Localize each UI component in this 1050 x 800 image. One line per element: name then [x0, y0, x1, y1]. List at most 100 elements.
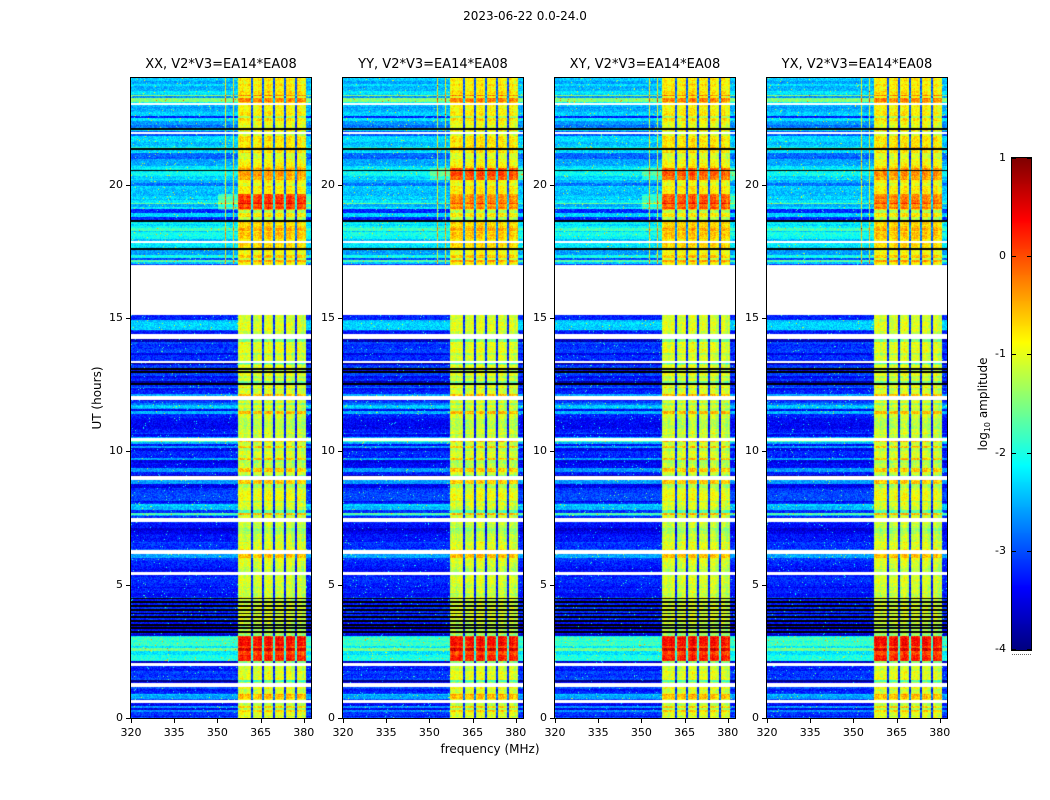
y-tick-label: 5	[116, 577, 123, 591]
colorbar-tick-left	[1012, 158, 1016, 159]
y-tick	[550, 451, 554, 453]
y-tick-label: 10	[109, 444, 123, 458]
x-tick	[684, 719, 686, 723]
y-tick	[338, 318, 342, 319]
x-tick-label: 365	[462, 726, 484, 739]
y-tick-label: 0	[540, 711, 547, 724]
y-tick	[550, 318, 554, 319]
x-tick-label: 320	[332, 726, 354, 739]
colorbar-extend-dots	[1012, 652, 1031, 655]
spectrogram-panel	[130, 77, 312, 719]
colorbar-tick-label: -4	[995, 642, 1006, 655]
y-tick-label: 20	[109, 177, 123, 191]
spectrogram-image	[555, 78, 735, 718]
y-tick	[126, 184, 130, 186]
x-tick	[343, 719, 344, 723]
x-tick	[303, 719, 305, 723]
spectrogram-panel	[342, 77, 524, 719]
colorbar-tick-right	[1027, 158, 1031, 159]
y-tick-label: 5	[752, 577, 759, 591]
x-tick-label: 335	[799, 726, 821, 739]
y-tick-label: 15	[533, 311, 547, 324]
y-tick	[338, 451, 342, 453]
y-tick	[126, 718, 130, 719]
y-tick-label: 20	[533, 177, 547, 191]
x-tick-label: 380	[505, 726, 527, 739]
y-tick-label: 10	[321, 444, 335, 458]
x-tick-label: 320	[120, 726, 142, 739]
x-tick	[429, 719, 431, 723]
y-tick-label: 0	[328, 711, 335, 724]
colorbar-tick-left	[1012, 452, 1016, 454]
colorbar-label-amplitude: amplitude	[975, 357, 990, 422]
x-tick-label: 365	[250, 726, 272, 739]
y-tick-label: 5	[540, 577, 547, 591]
x-tick	[896, 719, 898, 723]
y-tick	[762, 318, 766, 319]
x-tick-label: 350	[842, 726, 864, 739]
x-tick-label: 350	[630, 726, 652, 739]
x-tick	[727, 719, 729, 723]
colorbar-gradient	[1012, 158, 1031, 650]
x-tick	[131, 719, 132, 723]
x-tick	[641, 719, 643, 723]
spectrogram-panel	[766, 77, 948, 719]
x-tick-label: 350	[206, 726, 228, 739]
x-tick	[386, 719, 388, 723]
spectrogram-image	[131, 78, 311, 718]
x-tick	[472, 719, 474, 723]
y-tick	[338, 718, 342, 719]
panel-title: XX, V2*V3=EA14*EA08	[145, 57, 297, 72]
colorbar-tick-left	[1012, 649, 1016, 650]
y-tick-label: 10	[533, 444, 547, 458]
x-tick-label: 335	[375, 726, 397, 739]
colorbar	[1011, 157, 1032, 651]
colorbar-label-subscript: 10	[983, 421, 993, 433]
x-tick	[598, 719, 600, 723]
x-tick-label: 335	[587, 726, 609, 739]
colorbar-tick-right	[1027, 452, 1031, 454]
y-tick-label: 15	[109, 311, 123, 324]
x-tick	[515, 719, 517, 723]
colorbar-label: log10 amplitude	[976, 358, 992, 451]
y-tick	[550, 718, 554, 719]
x-tick	[767, 719, 768, 723]
colorbar-tick-right	[1027, 550, 1031, 552]
colorbar-tick-left	[1012, 550, 1016, 552]
spectrogram-image	[343, 78, 523, 718]
x-tick-label: 320	[544, 726, 566, 739]
x-tick-label: 380	[717, 726, 739, 739]
x-axis-label: frequency (MHz)	[440, 742, 540, 756]
spectrogram-panel	[554, 77, 736, 719]
spectrogram-image	[767, 78, 947, 718]
y-tick	[550, 584, 554, 586]
x-tick	[174, 719, 176, 723]
y-tick-label: 15	[321, 311, 335, 324]
panel-title: YX, V2*V3=EA14*EA08	[781, 57, 933, 72]
panel-title: XY, V2*V3=EA14*EA08	[569, 57, 721, 72]
y-tick-label: 0	[116, 711, 123, 724]
figure-title: 2023-06-22 0.0-24.0	[463, 9, 587, 23]
y-tick	[762, 451, 766, 453]
x-tick-label: 365	[886, 726, 908, 739]
x-tick	[810, 719, 812, 723]
y-tick-label: 10	[745, 444, 759, 458]
x-tick-label: 320	[756, 726, 778, 739]
y-tick-label: 15	[745, 311, 759, 324]
y-tick-label: 20	[321, 177, 335, 191]
x-tick-label: 350	[418, 726, 440, 739]
y-tick	[338, 184, 342, 186]
colorbar-tick-left	[1012, 354, 1016, 356]
y-tick-label: 0	[752, 711, 759, 724]
colorbar-tick-label: 1	[999, 151, 1006, 164]
x-tick-label: 380	[293, 726, 315, 739]
x-tick	[939, 719, 941, 723]
y-tick-label: 20	[745, 177, 759, 191]
colorbar-tick-label: 0	[999, 249, 1006, 263]
y-tick	[550, 184, 554, 186]
panel-title: YY, V2*V3=EA14*EA08	[358, 57, 508, 72]
y-tick	[762, 184, 766, 186]
x-tick	[853, 719, 855, 723]
colorbar-tick-right	[1027, 649, 1031, 650]
